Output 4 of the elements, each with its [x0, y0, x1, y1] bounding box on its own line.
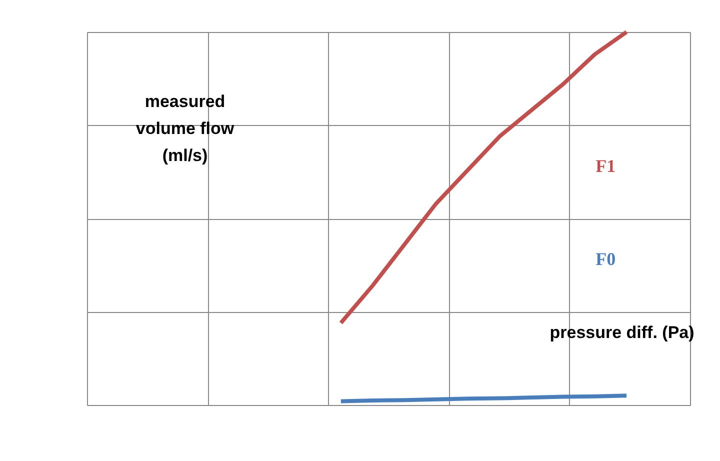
text: F1: [596, 156, 616, 176]
text: F0: [596, 249, 616, 269]
y-axis-title: measured volume flow (ml/s): [136, 92, 235, 165]
x-axis-title: pressure diff. (Pa): [550, 323, 694, 342]
